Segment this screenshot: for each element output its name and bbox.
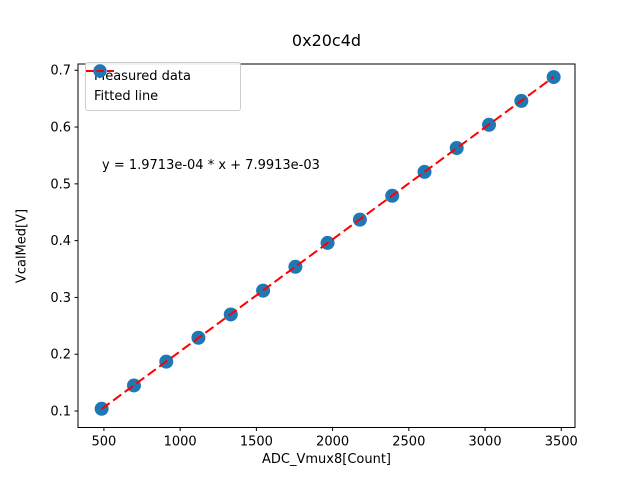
x-tick-label: 500 [92,435,117,450]
fit-equation-annotation: y = 1.9713e-04 * x + 7.9913e-03 [102,158,320,173]
x-tick-label: 3000 [469,435,502,450]
chart-title: 0x20c4d [291,31,362,50]
y-tick-label: 0.5 [50,177,71,192]
x-tick-label: 2500 [392,435,425,450]
x-tick-label: 3500 [545,435,578,450]
fitted-line [101,76,555,410]
legend: Measured data Fitted line [85,62,241,111]
x-tick-label: 1000 [164,435,197,450]
x-tick-label: 2000 [316,435,349,450]
legend-item-measured-data: Measured data [93,64,232,86]
y-axis-label: VcalMed[V] [14,208,30,284]
x-axis-label: ADC_Vmux8[Count] [262,452,391,467]
dashed-line-icon [86,70,114,72]
y-tick-label: 0.7 [50,64,71,79]
y-tick-label: 0.4 [50,234,71,249]
y-tick-label: 0.2 [50,348,71,363]
y-tick-label: 0.3 [50,291,71,306]
legend-item-fitted-line: Fitted line [86,70,232,107]
y-tick-label: 0.1 [50,405,71,420]
legend-label-measured-data: Measured data [94,68,191,84]
x-tick-label: 1500 [240,435,273,450]
y-tick-label: 0.6 [50,121,71,136]
legend-label-fitted-line: Fitted line [94,89,159,105]
plot-border [77,63,576,428]
